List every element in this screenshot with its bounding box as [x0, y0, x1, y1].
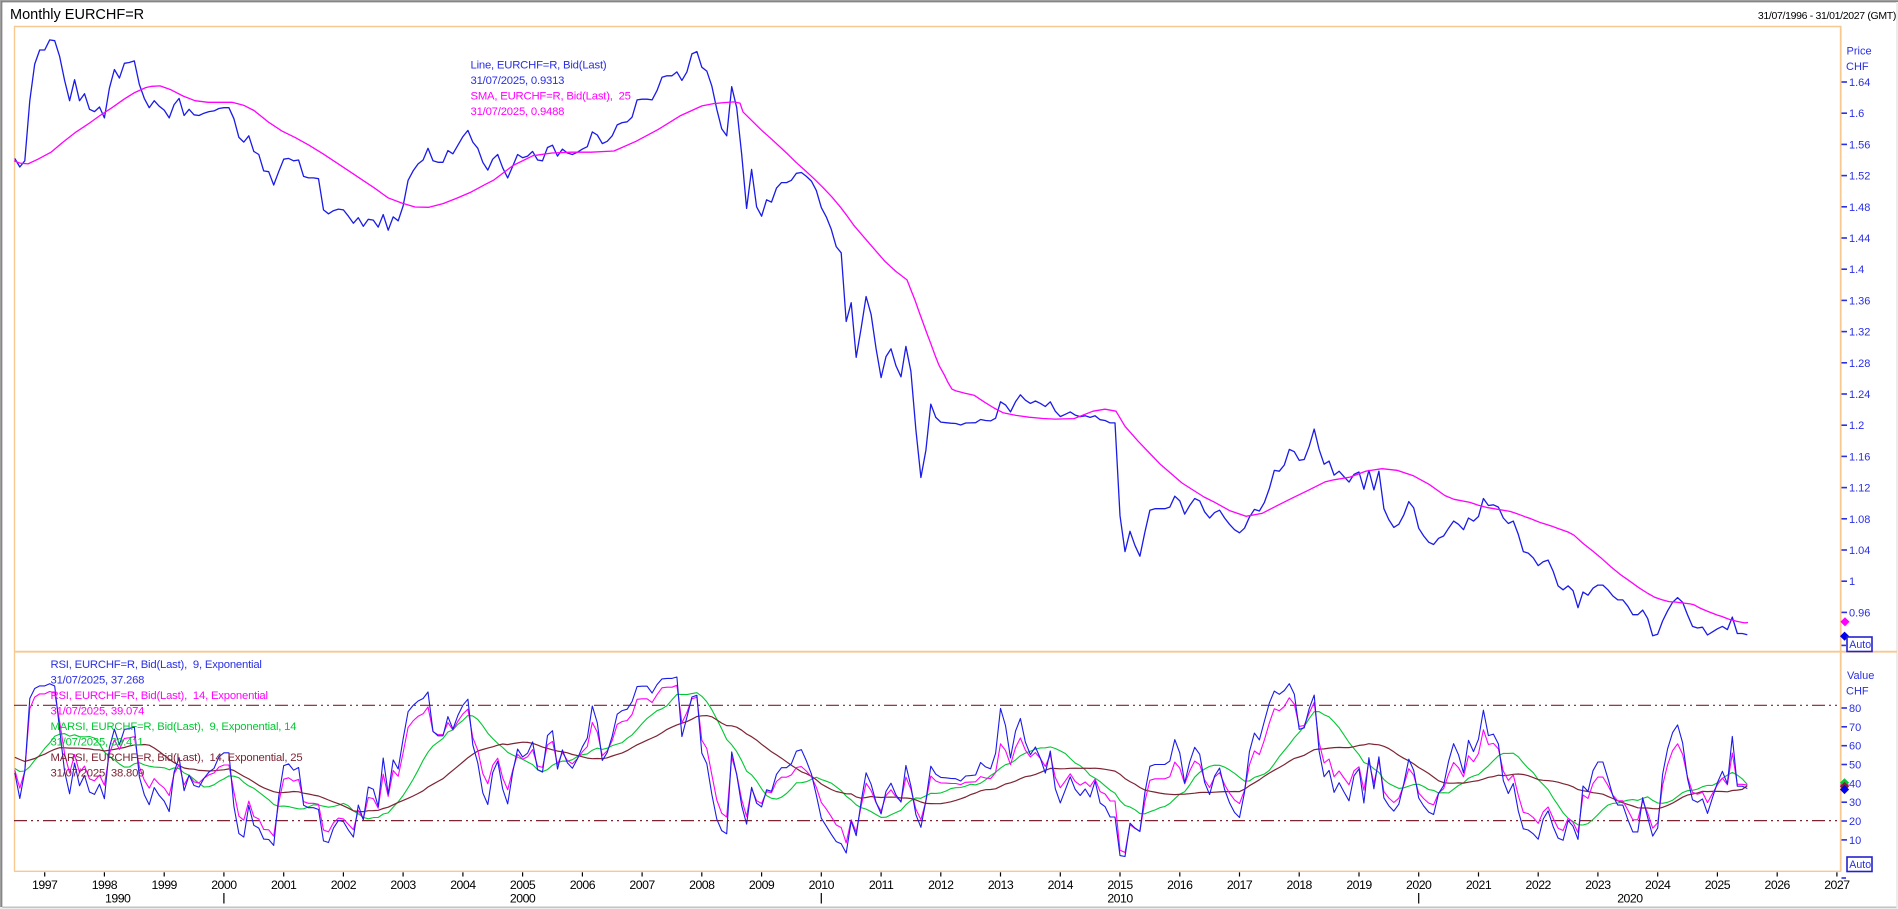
svg-text:1998: 1998: [92, 878, 118, 892]
svg-text:10: 10: [1849, 835, 1861, 847]
svg-text:2019: 2019: [1346, 878, 1372, 892]
svg-text:2005: 2005: [510, 878, 536, 892]
svg-text:2001: 2001: [271, 878, 297, 892]
svg-text:31/07/2025, 39.074: 31/07/2025, 39.074: [51, 706, 145, 718]
svg-text:2009: 2009: [749, 878, 775, 892]
svg-text:1.44: 1.44: [1849, 233, 1870, 245]
svg-text:CHF: CHF: [1846, 686, 1869, 698]
svg-text:Line, EURCHF=R, Bid(Last): Line, EURCHF=R, Bid(Last): [471, 59, 607, 71]
svg-text:2021: 2021: [1466, 878, 1492, 892]
svg-text:2004: 2004: [450, 878, 476, 892]
svg-text:1: 1: [1849, 576, 1855, 588]
svg-text:2016: 2016: [1167, 878, 1193, 892]
svg-text:40: 40: [1849, 778, 1861, 790]
svg-text:1.12: 1.12: [1849, 483, 1870, 495]
svg-text:31/07/2025, 38.809: 31/07/2025, 38.809: [51, 768, 145, 780]
svg-text:31/07/2025, 39.411: 31/07/2025, 39.411: [51, 737, 144, 749]
svg-text:0.96: 0.96: [1849, 607, 1870, 619]
svg-text:2003: 2003: [390, 878, 416, 892]
svg-text:RSI, EURCHF=R, Bid(Last), 9,: RSI, EURCHF=R, Bid(Last), 9, Exponential: [51, 659, 262, 671]
svg-text:MARSI, EURCHF=R, Bid(Last), 9: MARSI, EURCHF=R, Bid(Last), 9, Exponenti…: [51, 721, 297, 733]
svg-text:1990: 1990: [105, 892, 131, 906]
svg-text:1.6: 1.6: [1849, 108, 1864, 120]
svg-text:Price: Price: [1847, 46, 1872, 58]
svg-text:60: 60: [1849, 741, 1861, 753]
svg-text:1.08: 1.08: [1849, 514, 1870, 526]
svg-text:1.24: 1.24: [1849, 389, 1870, 401]
svg-text:2017: 2017: [1227, 878, 1253, 892]
svg-text:30: 30: [1849, 797, 1861, 809]
svg-text:2013: 2013: [988, 878, 1014, 892]
svg-text:2002: 2002: [331, 878, 357, 892]
svg-text:70: 70: [1849, 722, 1861, 734]
svg-text:31/07/2025, 37.268: 31/07/2025, 37.268: [51, 675, 145, 687]
svg-text:80: 80: [1849, 703, 1861, 715]
svg-text:2008: 2008: [689, 878, 715, 892]
svg-text:1.48: 1.48: [1849, 202, 1870, 214]
svg-text:2025: 2025: [1705, 878, 1731, 892]
svg-text:SMA, EURCHF=R, Bid(Last), 25: SMA, EURCHF=R, Bid(Last), 25: [471, 90, 631, 102]
svg-text:1.64: 1.64: [1849, 77, 1870, 89]
svg-text:2011: 2011: [869, 878, 894, 892]
svg-text:2015: 2015: [1107, 878, 1133, 892]
svg-text:Value: Value: [1847, 670, 1874, 682]
svg-text:31/07/2025, 0.9488: 31/07/2025, 0.9488: [471, 106, 565, 118]
svg-text:Monthly EURCHF=R: Monthly EURCHF=R: [10, 7, 144, 23]
svg-text:2010: 2010: [1107, 892, 1133, 906]
svg-text:1.4: 1.4: [1849, 264, 1864, 276]
svg-text:1.28: 1.28: [1849, 358, 1870, 370]
svg-text:1997: 1997: [32, 878, 58, 892]
svg-text:1.2: 1.2: [1849, 420, 1864, 432]
svg-text:20: 20: [1849, 816, 1861, 828]
svg-text:2000: 2000: [510, 892, 536, 906]
svg-text:2020: 2020: [1617, 892, 1643, 906]
svg-text:2007: 2007: [629, 878, 655, 892]
svg-text:2010: 2010: [809, 878, 835, 892]
svg-text:1.04: 1.04: [1849, 545, 1870, 557]
svg-text:Auto: Auto: [1849, 859, 1871, 871]
svg-text:CHF: CHF: [1846, 61, 1869, 73]
svg-text:Auto: Auto: [1849, 639, 1871, 651]
svg-text:31/07/1996 - 31/01/2027 (GMT): 31/07/1996 - 31/01/2027 (GMT): [1758, 10, 1896, 22]
svg-text:2014: 2014: [1048, 878, 1074, 892]
svg-text:31/07/2025, 0.9313: 31/07/2025, 0.9313: [471, 75, 565, 87]
svg-text:2018: 2018: [1287, 878, 1313, 892]
svg-text:RSI, EURCHF=R, Bid(Last), 14,: RSI, EURCHF=R, Bid(Last), 14, Exponentia…: [51, 690, 268, 702]
svg-text:2024: 2024: [1645, 878, 1671, 892]
svg-text:2026: 2026: [1765, 878, 1791, 892]
svg-text:1.36: 1.36: [1849, 295, 1870, 307]
svg-text:1999: 1999: [152, 878, 178, 892]
svg-text:2023: 2023: [1585, 878, 1611, 892]
svg-text:2022: 2022: [1526, 878, 1552, 892]
svg-text:1.32: 1.32: [1849, 327, 1870, 339]
svg-text:2012: 2012: [928, 878, 954, 892]
svg-text:MARSI, EURCHF=R, Bid(Last), 1: MARSI, EURCHF=R, Bid(Last), 14, Exponent…: [51, 752, 303, 764]
svg-text:50: 50: [1849, 760, 1861, 772]
svg-text:2027: 2027: [1824, 878, 1850, 892]
svg-text:2000: 2000: [211, 878, 237, 892]
svg-text:2020: 2020: [1406, 878, 1432, 892]
svg-text:1.56: 1.56: [1849, 139, 1870, 151]
svg-text:1.52: 1.52: [1849, 171, 1870, 183]
svg-text:2006: 2006: [570, 878, 596, 892]
svg-text:1.16: 1.16: [1849, 451, 1870, 463]
